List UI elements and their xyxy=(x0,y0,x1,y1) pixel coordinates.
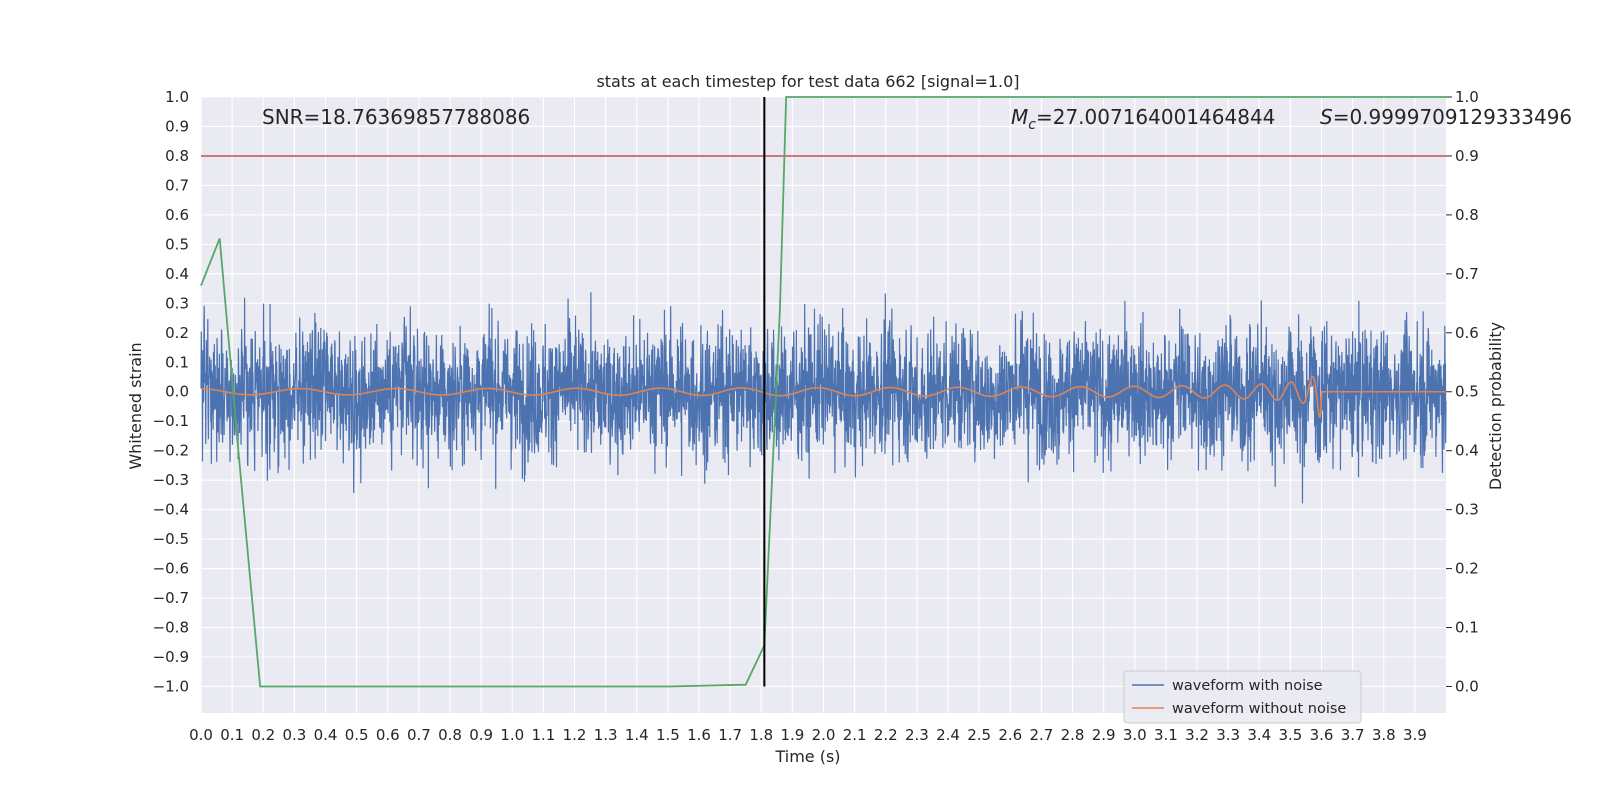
x-tick-label: 0.5 xyxy=(345,726,369,744)
y-tick-label: 0.3 xyxy=(165,294,189,312)
y2-tick-label: 0.6 xyxy=(1455,324,1479,342)
chart-title: stats at each timestep for test data 662… xyxy=(596,72,1019,91)
y-tick-label: 1.0 xyxy=(165,88,189,106)
x-tick-label: 2.1 xyxy=(843,726,867,744)
s-symbol: S xyxy=(1320,105,1333,129)
x-tick-label: 2.2 xyxy=(874,726,898,744)
x-tick-label: 1.0 xyxy=(500,726,524,744)
tick-layer: 0.0 0.1 0.2 0.3 0.4 0.5 0.6 0.7 0.8 0.9 1.0 1.1 1.2 1… xyxy=(153,88,1479,744)
x-tick-label: 3.2 xyxy=(1185,726,1209,744)
x-tick-label: 1.7 xyxy=(718,726,742,744)
detection-probability-line xyxy=(200,96,1446,688)
y-tick-label: 0.7 xyxy=(165,176,189,194)
x-tick-label: 0.7 xyxy=(407,726,431,744)
mc-value: =27.007164001464844 xyxy=(1036,105,1275,129)
y-tick-label: −0.2 xyxy=(153,442,189,460)
x-tick-label: 3.5 xyxy=(1278,726,1302,744)
x-tick-label: 1.8 xyxy=(749,726,773,744)
clean-waveform-line xyxy=(201,375,1446,419)
x-tick-label: 1.6 xyxy=(687,726,711,744)
x-tick-label: 3.8 xyxy=(1372,726,1396,744)
series-layer xyxy=(200,96,1447,688)
mc-subscript: c xyxy=(1028,117,1036,133)
y-tick-label: −1.0 xyxy=(153,677,189,695)
x-tick-label: 2.8 xyxy=(1061,726,1085,744)
y-tick-label: 0.8 xyxy=(165,147,189,165)
x-tick-label: 0.9 xyxy=(469,726,493,744)
legend: waveform with noise waveform without noi… xyxy=(1123,670,1362,724)
y2-axis-title: Detection probability xyxy=(1486,322,1505,490)
s-value: =0.9999709129333496 xyxy=(1333,105,1572,129)
x-tick-label: 0.6 xyxy=(376,726,400,744)
y-tick-label: −0.8 xyxy=(153,619,189,637)
y-tick-label: 0.5 xyxy=(165,235,189,253)
y-tick-label: 0.9 xyxy=(165,117,189,135)
score-annotation: S=0.9999709129333496 xyxy=(1320,105,1572,129)
y-tick-label: 0.0 xyxy=(165,383,189,401)
y2-tick-label: 0.7 xyxy=(1455,265,1479,283)
x-tick-label: 2.9 xyxy=(1092,726,1116,744)
x-tick-label: 2.6 xyxy=(998,726,1022,744)
y-tick-label: −0.6 xyxy=(153,560,189,578)
y-tick-label: −0.9 xyxy=(153,648,189,666)
y-tick-label: −0.3 xyxy=(153,471,189,489)
y-axis-title: Whitened strain xyxy=(126,342,145,469)
x-tick-label: 3.1 xyxy=(1154,726,1178,744)
x-tick-label: 2.7 xyxy=(1029,726,1053,744)
x-tick-label: 3.6 xyxy=(1310,726,1334,744)
y2-tick-label: 1.0 xyxy=(1455,88,1479,106)
y2-tick-label: 0.5 xyxy=(1455,383,1479,401)
legend-label-noise: waveform with noise xyxy=(1172,678,1323,694)
x-tick-label: 3.0 xyxy=(1123,726,1147,744)
y2-tick-label: 0.3 xyxy=(1455,501,1479,519)
noisy-waveform-line xyxy=(200,292,1447,504)
x-axis-title: Time (s) xyxy=(774,747,840,766)
y2-tick-label: 0.0 xyxy=(1455,677,1479,695)
x-tick-label: 1.3 xyxy=(594,726,618,744)
x-tick-label: 1.2 xyxy=(563,726,587,744)
y-tick-label: 0.2 xyxy=(165,324,189,342)
y-tick-label: −0.1 xyxy=(153,412,189,430)
x-tick-label: 1.9 xyxy=(780,726,804,744)
legend-frame xyxy=(1123,670,1362,724)
y-tick-label: 0.4 xyxy=(165,265,189,283)
x-tick-label: 0.8 xyxy=(438,726,462,744)
y-tick-label: 0.6 xyxy=(165,206,189,224)
snr-annotation: SNR=18.76369857788086 xyxy=(262,105,530,129)
x-tick-label: 2.4 xyxy=(936,726,960,744)
x-tick-label: 0.3 xyxy=(282,726,306,744)
y-tick-label: 0.1 xyxy=(165,353,189,371)
chirp-mass-annotation: Mc=27.007164001464844 xyxy=(1011,105,1275,133)
y2-tick-label: 0.8 xyxy=(1455,206,1479,224)
legend-label-clean: waveform without noise xyxy=(1172,701,1346,717)
x-tick-label: 2.0 xyxy=(812,726,836,744)
y-tick-label: −0.4 xyxy=(153,501,189,519)
x-tick-label: 2.3 xyxy=(905,726,929,744)
x-tick-label: 1.1 xyxy=(531,726,555,744)
y2-tick-label: 0.2 xyxy=(1455,560,1479,578)
x-tick-label: 0.0 xyxy=(189,726,213,744)
x-tick-label: 3.9 xyxy=(1403,726,1427,744)
x-tick-label: 3.7 xyxy=(1341,726,1365,744)
mc-symbol: M xyxy=(1011,105,1028,129)
y2-tick-label: 0.1 xyxy=(1455,619,1479,637)
x-tick-label: 0.4 xyxy=(314,726,338,744)
x-tick-label: 0.2 xyxy=(251,726,275,744)
x-tick-label: 3.3 xyxy=(1216,726,1240,744)
x-tick-label: 3.4 xyxy=(1247,726,1271,744)
y2-tick-label: 0.4 xyxy=(1455,442,1479,460)
y2-tick-label: 0.9 xyxy=(1455,147,1479,165)
x-tick-label: 0.1 xyxy=(220,726,244,744)
x-tick-label: 1.5 xyxy=(656,726,680,744)
x-tick-label: 2.5 xyxy=(967,726,991,744)
y-tick-label: −0.5 xyxy=(153,530,189,548)
y-tick-label: −0.7 xyxy=(153,589,189,607)
x-tick-label: 1.4 xyxy=(625,726,649,744)
